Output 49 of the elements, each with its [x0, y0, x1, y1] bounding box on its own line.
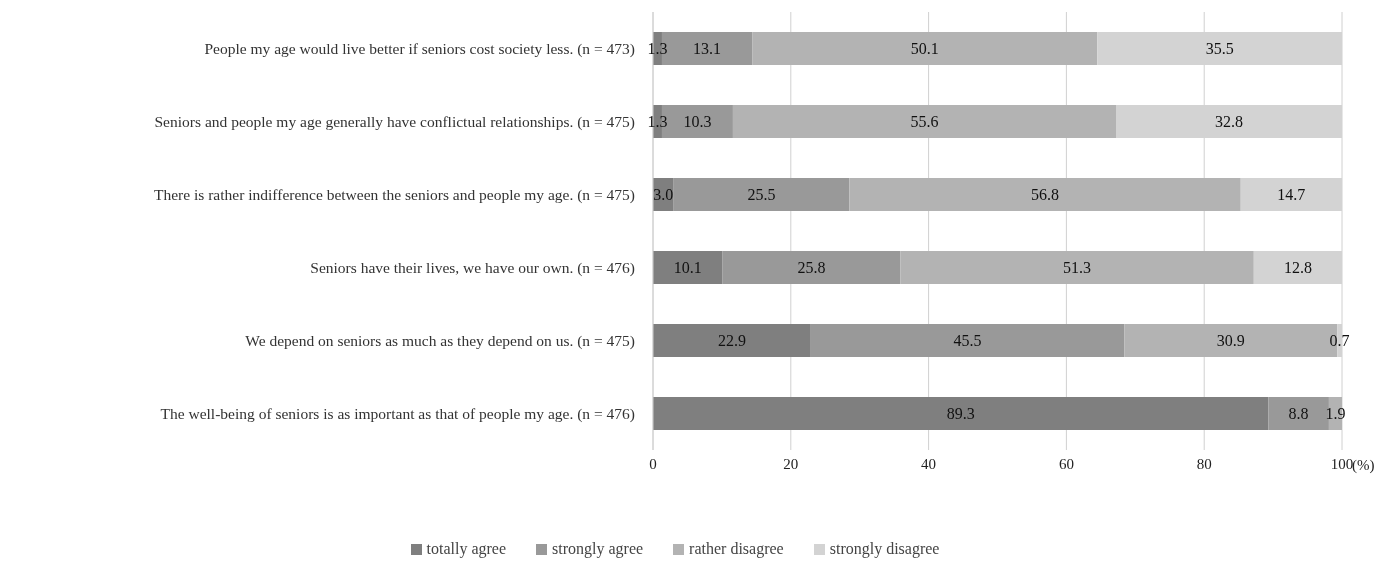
y-tick-label: We depend on seniors as much as they depend on us. (n = 475) — [245, 332, 635, 350]
data-label: 51.3 — [1063, 259, 1092, 277]
y-tick-label: People my age would live better if seniors cost society less. (n = 473) — [204, 40, 635, 58]
data-label: 13.1 — [693, 40, 722, 58]
y-tick-label: Seniors have their lives, we have our own. (n = 476) — [310, 259, 635, 277]
data-label: 3.0 — [653, 186, 674, 204]
data-label: 89.3 — [946, 405, 975, 423]
bar — [653, 251, 723, 284]
bar — [1268, 397, 1329, 430]
data-label: 50.1 — [910, 40, 939, 58]
data-label: 30.9 — [1216, 332, 1245, 350]
data-label: 55.6 — [910, 113, 939, 131]
x-tick-label: 80 — [1196, 455, 1212, 472]
data-label: 22.9 — [717, 332, 746, 350]
y-tick-label: There is rather indifference between the seniors and people my age. (n = 475) — [153, 186, 635, 204]
data-label: 14.7 — [1277, 186, 1306, 204]
bar — [849, 178, 1241, 211]
bar — [732, 105, 1117, 138]
x-tick-label: 40 — [921, 455, 937, 472]
data-label: 25.8 — [797, 259, 826, 277]
legend-label: totally agree — [426, 540, 507, 558]
data-label: 35.5 — [1205, 40, 1234, 58]
x-tick-label: 100 — [1330, 455, 1354, 472]
x-tick-label: 0 — [649, 455, 657, 472]
bar — [810, 324, 1125, 357]
bar — [900, 251, 1254, 284]
bar — [752, 32, 1098, 65]
bar — [653, 397, 1269, 430]
data-label: 10.3 — [683, 113, 712, 131]
bar — [722, 251, 901, 284]
data-label: 56.8 — [1031, 186, 1060, 204]
data-label: 0.7 — [1329, 332, 1350, 350]
y-tick-label: Seniors and people my age generally have conflictual relationships. (n = 475) — [154, 113, 635, 131]
x-tick-label: 60 — [1058, 455, 1074, 472]
x-axis-title: (%) — [1352, 457, 1375, 475]
data-label: 8.8 — [1288, 405, 1309, 423]
data-label: 12.8 — [1283, 259, 1312, 277]
legend-label: strongly agree — [552, 540, 644, 558]
data-label: 45.5 — [953, 332, 982, 350]
bar — [653, 324, 811, 357]
data-label: 32.8 — [1215, 113, 1243, 131]
y-tick-label: The well-being of seniors is as important as that of people my age. (n = 476) — [160, 405, 635, 423]
data-label: 25.5 — [747, 186, 776, 204]
legend-label: strongly disagree — [829, 540, 940, 558]
data-label: 1.9 — [1325, 405, 1346, 423]
data-label: 10.1 — [673, 259, 702, 277]
legend-label: rather disagree — [689, 540, 784, 558]
x-tick-label: 20 — [783, 455, 799, 472]
bar — [673, 178, 850, 211]
